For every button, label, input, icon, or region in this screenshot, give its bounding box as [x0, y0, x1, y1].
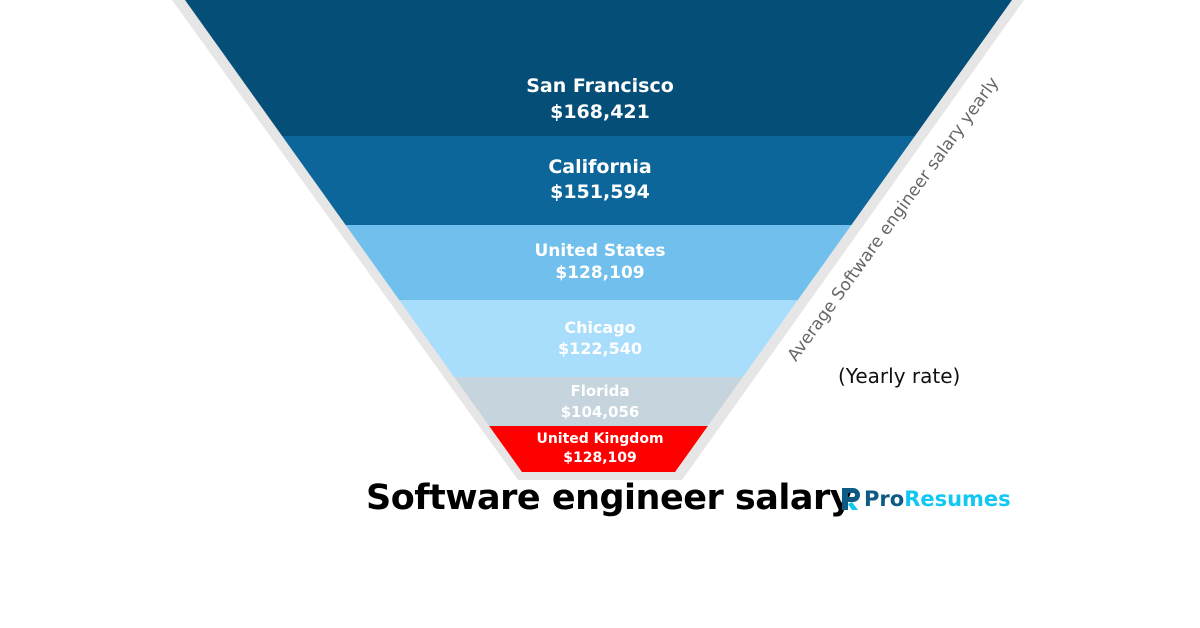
yearly-rate-note: (Yearly rate) — [838, 364, 961, 388]
funnel-segment-california — [282, 136, 915, 225]
segment-name: United States — [534, 240, 666, 261]
brand-part2: Resumes — [904, 487, 1011, 511]
segment-value: $104,056 — [560, 402, 640, 421]
segment-label: United States $128,109 — [0, 240, 1200, 286]
brand-part1: Pro — [864, 487, 905, 511]
segment-value: $151,594 — [550, 181, 650, 204]
segment-name: California — [548, 155, 652, 178]
segment-label: San Francisco $168,421 — [0, 74, 1200, 125]
segment-value: $122,540 — [557, 339, 642, 359]
segment-value: $128,109 — [555, 263, 645, 284]
segment-label: United Kingdom $128,109 — [0, 430, 1200, 468]
segment-name: San Francisco — [526, 75, 674, 98]
segment-label: California $151,594 — [0, 155, 1200, 206]
proresumes-logo: Pro Resumes — [840, 486, 1011, 512]
funnel-segment-united-kingdom — [489, 426, 708, 472]
chart-title: Software engineer salary — [366, 478, 853, 518]
segment-value: $168,421 — [550, 100, 650, 123]
segment-label: Florida $104,056 — [0, 381, 1200, 422]
proresumes-logo-icon — [842, 488, 860, 510]
funnel-segment-chicago — [399, 300, 798, 377]
funnel-segment-united-states — [345, 225, 852, 300]
segment-value: $128,109 — [563, 449, 637, 466]
funnel-segment-san-francisco — [185, 0, 1012, 136]
segment-label: Chicago $122,540 — [0, 317, 1200, 360]
funnel-segment-florida — [454, 377, 743, 426]
segment-name: Florida — [570, 382, 630, 401]
segment-name: United Kingdom — [536, 431, 664, 448]
segment-name: Chicago — [564, 317, 636, 337]
